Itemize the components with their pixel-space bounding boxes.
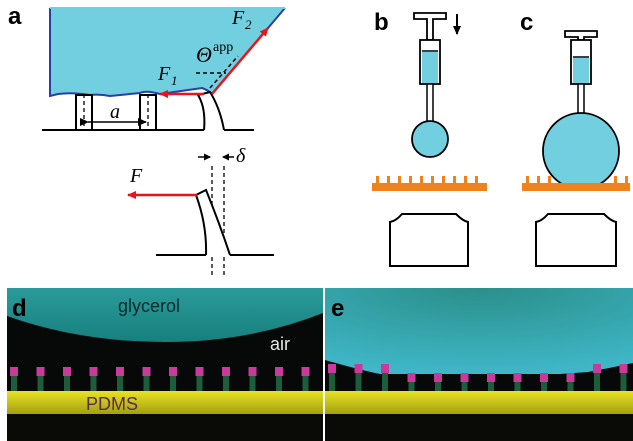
pillar-bent [196,90,225,131]
photo-d-label-air: air [270,334,290,354]
micropillar [541,375,547,391]
micropillar [382,366,388,391]
panel-label-a: a [8,3,22,30]
droplet-small [411,120,449,158]
force-f1-label: F [157,63,171,85]
objective-lens-c [535,213,617,267]
micropillar [620,366,627,391]
micropillar [11,369,17,391]
angle-tangent-line [209,55,239,89]
micropillar-tip [10,367,18,376]
micropillar [276,369,282,391]
pillars-c [526,176,628,184]
micropillar-tip [513,373,522,382]
micropillar-tip [460,373,469,382]
micropillar [37,369,44,391]
deflection-diagram: δ F [127,145,274,276]
micropillar-tip [593,364,601,373]
liquid-drop [50,8,285,96]
syringe-plunger-c [564,30,598,41]
syringe-liquid-c [573,58,589,83]
micropillar-tip [248,367,257,376]
photo-d-pillars [10,367,310,391]
objective-lens-b [389,213,469,267]
angle-superscript: app [213,40,233,55]
micropillar-tip [381,364,389,373]
syringe-plunger-b [413,12,447,41]
force-f2-arrow [211,27,269,95]
micropillar [196,369,203,391]
micropillar-tip [540,373,548,382]
panel-label-c: c [520,9,533,36]
micropillar-tip [169,367,177,376]
photo-e-base [325,414,633,441]
panel-label-b: b [374,9,389,36]
panel-e: e [325,288,633,441]
force-f1-subscript: 1 [171,73,178,88]
micropillar [117,369,123,391]
spacing-label: a [110,101,120,123]
photo-e-pdms [325,391,633,414]
photo-e-glycerol [325,288,633,374]
photo-d-glycerol [7,288,323,342]
angle-symbol: Θ [196,42,212,67]
micropillar [488,375,494,391]
micropillar-tip [195,367,204,376]
deflection-label: δ [236,145,246,167]
force-f2-label: F [231,7,245,29]
micropillar-tip [222,367,230,376]
micropillar-tip [407,373,416,382]
micropillar-tip [116,367,124,376]
micropillar [223,369,229,391]
micropillar [461,375,468,391]
panel-c: c [520,9,630,267]
deflection-pillar [194,188,231,256]
substrate-b [372,183,487,191]
micropillar [594,366,600,391]
photo-d-label-pdms: PDMS [86,394,138,414]
panel-a: a a F 1 F 2 Θ app [8,3,286,276]
micropillar-tip [487,373,495,382]
micropillar [329,366,335,391]
syringe-liquid-b [422,52,438,83]
panel-d: d glycerol air PDMS [7,288,323,441]
droplet-large [542,112,620,190]
micropillar-tip [275,367,283,376]
syringe-needle-b [426,83,434,123]
micropillar-tip [619,364,628,373]
pillars-b [376,176,478,184]
micropillar [64,369,70,391]
micropillar [567,375,574,391]
panel-label-d: d [12,295,27,322]
micropillar-tip [89,367,98,376]
micropillar [90,369,97,391]
micropillar-tip [434,373,442,382]
substrate-c [522,183,630,191]
photo-d-pdms [7,391,323,414]
micropillar-tip [36,367,45,376]
deflection-force-label: F [129,165,143,187]
micropillar [408,375,415,391]
micropillar-tip [566,373,575,382]
micropillar [355,366,362,391]
micropillar-tip [63,367,71,376]
micropillar [143,369,150,391]
panel-label-e: e [331,295,344,322]
micropillar [302,369,309,391]
photo-d-base [7,414,323,441]
micropillar-tip [142,367,151,376]
photo-d-label-glycerol: glycerol [118,296,180,316]
photo-e-pillars [328,364,628,391]
micropillar-tip [328,364,336,373]
force-f2-subscript: 2 [245,17,252,32]
micropillar [435,375,441,391]
micropillar [249,369,256,391]
micropillar-tip [354,364,363,373]
micropillar [170,369,176,391]
micropillar [514,375,521,391]
micropillar-tip [301,367,310,376]
panel-b: b [372,9,487,267]
